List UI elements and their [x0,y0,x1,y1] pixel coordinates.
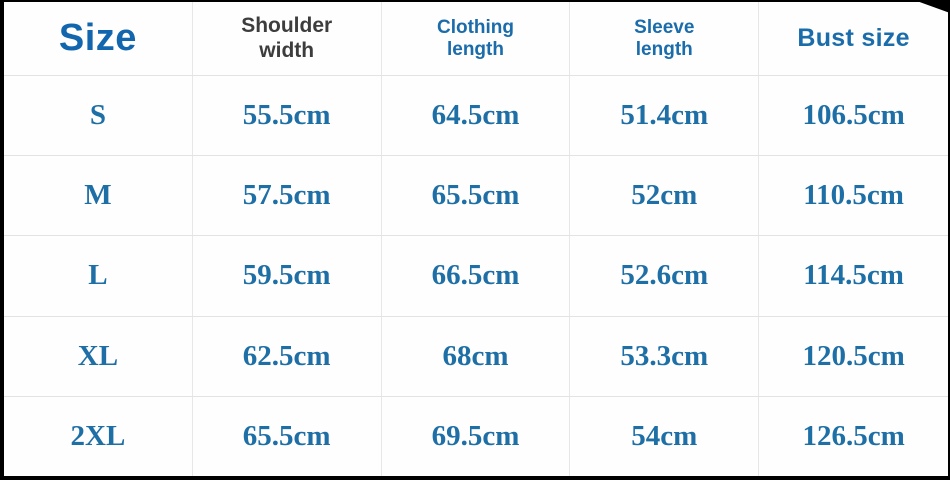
header-label-line1: Clothing [436,16,514,38]
column-header-sleeve-length: Sleeve length [570,2,760,75]
clothing-length-cell: 69.5cm [382,396,571,477]
column-header-clothing-length: Clothing length [382,2,571,75]
table-header-row: Size Shoulder width Clothing length Slee… [4,2,948,76]
shoulder-width-cell: 65.5cm [193,396,382,477]
sleeve-length-cell: 51.4cm [570,76,760,156]
shoulder-width-cell: 57.5cm [193,156,382,236]
bust-size-cell: 110.5cm [803,179,904,212]
header-label: Bust size [797,24,910,53]
size-cell: S [4,76,193,156]
clothing-length-cell: 64.5cm [382,76,571,156]
size-chart-table: Size Shoulder width Clothing length Slee… [4,2,948,477]
size-cell: M [4,156,193,236]
sleeve-length-cell: 54cm [570,396,760,477]
column-header-size: Size [4,2,193,75]
shoulder-width-cell: 62.5cm [193,316,382,396]
header-label-line1: Sleeve [634,16,695,38]
table-row-l: L 59.5cm 66.5cm 52.6cm 114.5cm [4,236,948,317]
sleeve-length-cell: 52cm [570,156,760,236]
clothing-length-cell: 65.5cm [382,156,571,236]
bust-size-cell: 106.5cm [802,98,905,131]
photo-corner-artifact [914,0,950,13]
column-header-bust-size: Bust size [759,2,948,75]
clothing-length-cell: 66.5cm [382,236,571,316]
size-cell: 2XL [4,396,193,477]
column-header-shoulder-width: Shoulder width [193,2,382,75]
size-cell: XL [4,316,193,396]
sleeve-length-cell: 52.6cm [570,236,760,316]
header-label-line2: length [635,38,693,60]
table-row-xl: XL 62.5cm 68cm 53.3cm 120.5cm [4,316,948,397]
shoulder-width-cell: 55.5cm [193,76,382,156]
bust-size-cell: 120.5cm [802,339,905,372]
bust-size-cell: 126.5cm [802,419,905,452]
clothing-length-cell: 68cm [382,316,571,396]
header-label-line2: width [259,38,315,62]
shoulder-width-cell: 59.5cm [193,236,382,316]
header-label-line2: length [446,38,504,60]
table-row-2xl: 2XL 65.5cm 69.5cm 54cm 126.5cm [4,396,948,477]
header-label-line1: Shoulder [241,14,333,38]
table-row-s: S 55.5cm 64.5cm 51.4cm 106.5cm [4,76,948,157]
bust-size-cell: 114.5cm [803,259,904,292]
table-row-m: M 57.5cm 65.5cm 52cm 110.5cm [4,156,948,237]
sleeve-length-cell: 53.3cm [570,316,760,396]
size-cell: L [4,236,193,316]
header-label: Size [58,16,137,59]
